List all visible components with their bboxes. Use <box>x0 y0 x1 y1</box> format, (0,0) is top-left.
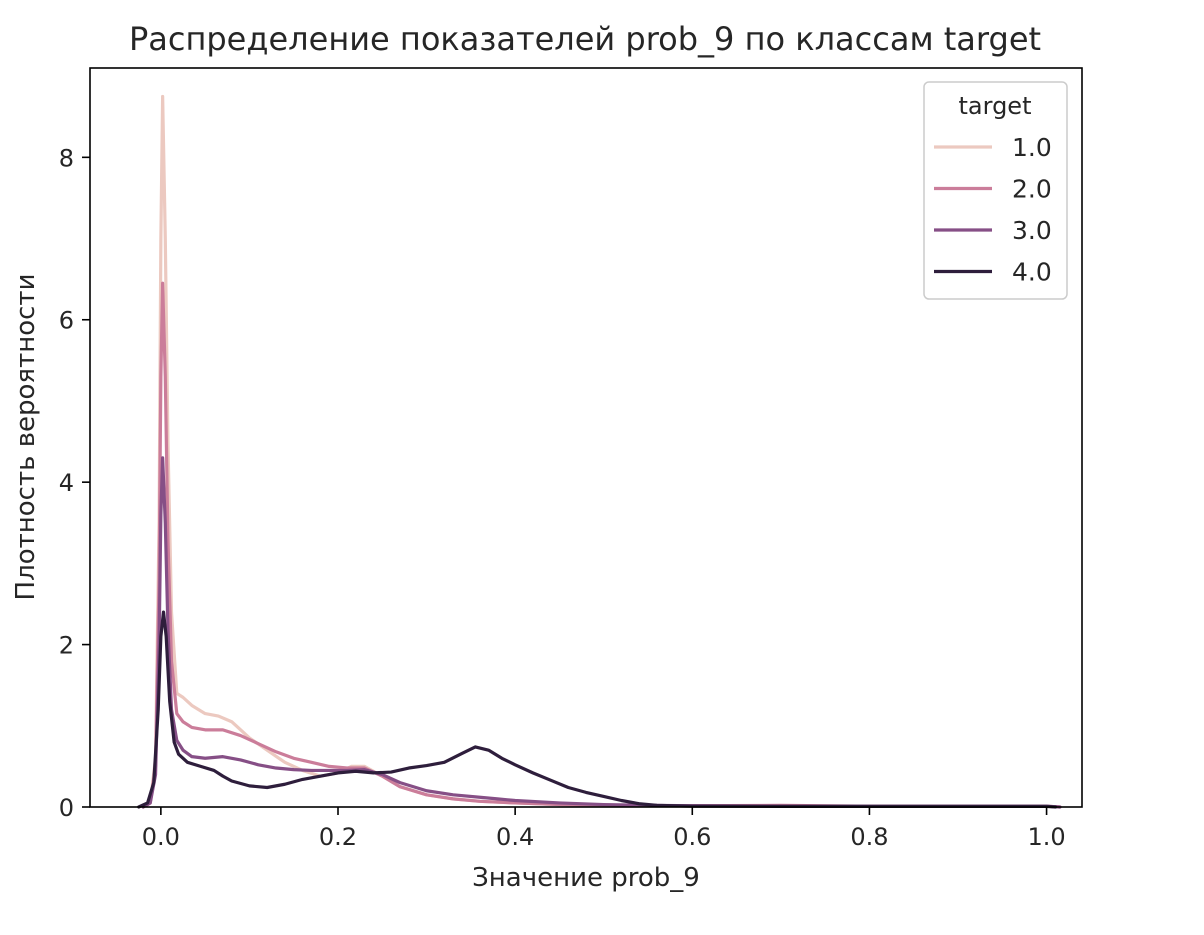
y-tick-label: 0 <box>59 794 74 822</box>
series-line-2.0 <box>141 281 1062 809</box>
legend: target 1.0 2.0 3.0 4.0 <box>923 81 1068 300</box>
y-axis: 0 2 4 6 8 <box>59 144 90 822</box>
legend-label-1.0: 1.0 <box>1012 133 1052 162</box>
plot-frame <box>89 67 1083 808</box>
chart-title: Распределение показателей prob_9 по клас… <box>129 20 1041 58</box>
series-line-1.0 <box>141 94 1062 809</box>
legend-label-3.0: 3.0 <box>1012 216 1052 245</box>
x-tick-label: 1.0 <box>1027 823 1065 851</box>
x-tick-label: 0.6 <box>673 823 711 851</box>
legend-items: 1.0 2.0 3.0 4.0 <box>934 133 1052 287</box>
x-tick-label: 0.4 <box>496 823 534 851</box>
legend-label-4.0: 4.0 <box>1012 258 1052 287</box>
legend-box <box>923 81 1068 300</box>
y-tick-label: 4 <box>59 469 74 497</box>
x-axis: 0.0 0.2 0.4 0.6 0.8 1.0 <box>142 807 1066 851</box>
x-tick-label: 0.2 <box>319 823 357 851</box>
plot-series <box>137 94 1062 809</box>
x-tick-label: 0.0 <box>142 823 180 851</box>
y-tick-label: 6 <box>59 307 74 335</box>
x-tick-label: 0.8 <box>850 823 888 851</box>
legend-title: target <box>959 92 1032 120</box>
y-tick-label: 8 <box>59 144 74 172</box>
series-line-4.0 <box>137 610 1058 809</box>
x-axis-label: Значение prob_9 <box>472 863 700 893</box>
y-axis-label: Плотность вероятности <box>11 274 41 601</box>
y-tick-label: 2 <box>59 632 74 660</box>
legend-label-2.0: 2.0 <box>1012 175 1052 204</box>
